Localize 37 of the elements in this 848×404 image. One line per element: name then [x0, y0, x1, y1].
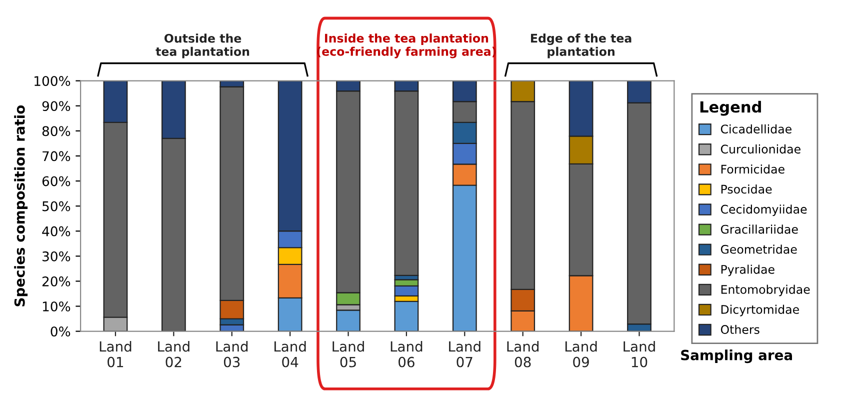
legend-label: Others — [720, 324, 760, 334]
y-tick-label: 0% — [50, 326, 70, 336]
x-tick-label: Land 09 — [565, 341, 597, 368]
x-tick-label: Land 07 — [449, 341, 480, 368]
text: Edge of the tea plantation — [531, 34, 632, 58]
x-tick-label: Land 01 — [100, 341, 132, 368]
y-tick-label: 10% — [42, 301, 70, 312]
x-tick-label: Land 06 — [390, 341, 422, 368]
legend-title: Legend — [700, 100, 761, 116]
y-tick-label: 50% — [42, 201, 70, 212]
x-tick-label: Land 02 — [158, 341, 190, 368]
legend-label: Gracillariidae — [720, 224, 798, 234]
y-tick-label: 90% — [42, 101, 70, 112]
text: Outside the tea plantation — [156, 34, 250, 58]
y-tick-label: 30% — [42, 251, 70, 262]
x-axis-title: Sampling area — [681, 350, 792, 364]
legend-label: Psocidae — [721, 184, 772, 194]
legend-label: Cicadellidae — [720, 124, 792, 134]
legend-label: Geometridae — [720, 244, 797, 254]
x-tick-label: Land 08 — [507, 341, 539, 368]
legend-label: Pyralidae — [721, 264, 774, 276]
x-tick-label: Land 04 — [274, 341, 306, 368]
legend-label: Formicidae — [721, 164, 784, 174]
x-tick-label: Land 03 — [216, 341, 248, 368]
x-tick-label: Land 10 — [624, 341, 655, 368]
legend-label: Dicyrtomidae — [721, 304, 799, 316]
legend-label: Curculionidae — [720, 144, 800, 154]
y-tick-label: 20% — [42, 276, 70, 286]
y-axis-title: Species composition ratio — [14, 105, 28, 306]
y-tick-label: 70% — [42, 151, 70, 162]
legend-label: Entomobryidae — [721, 284, 810, 296]
y-tick-label: 40% — [42, 226, 70, 236]
y-tick-label: 80% — [42, 126, 70, 136]
x-tick-label: Land 05 — [332, 341, 364, 368]
y-tick-label: 100% — [34, 76, 70, 86]
y-tick-label: 60% — [42, 176, 70, 186]
legend-label: Cecidomyiidae — [720, 204, 807, 216]
